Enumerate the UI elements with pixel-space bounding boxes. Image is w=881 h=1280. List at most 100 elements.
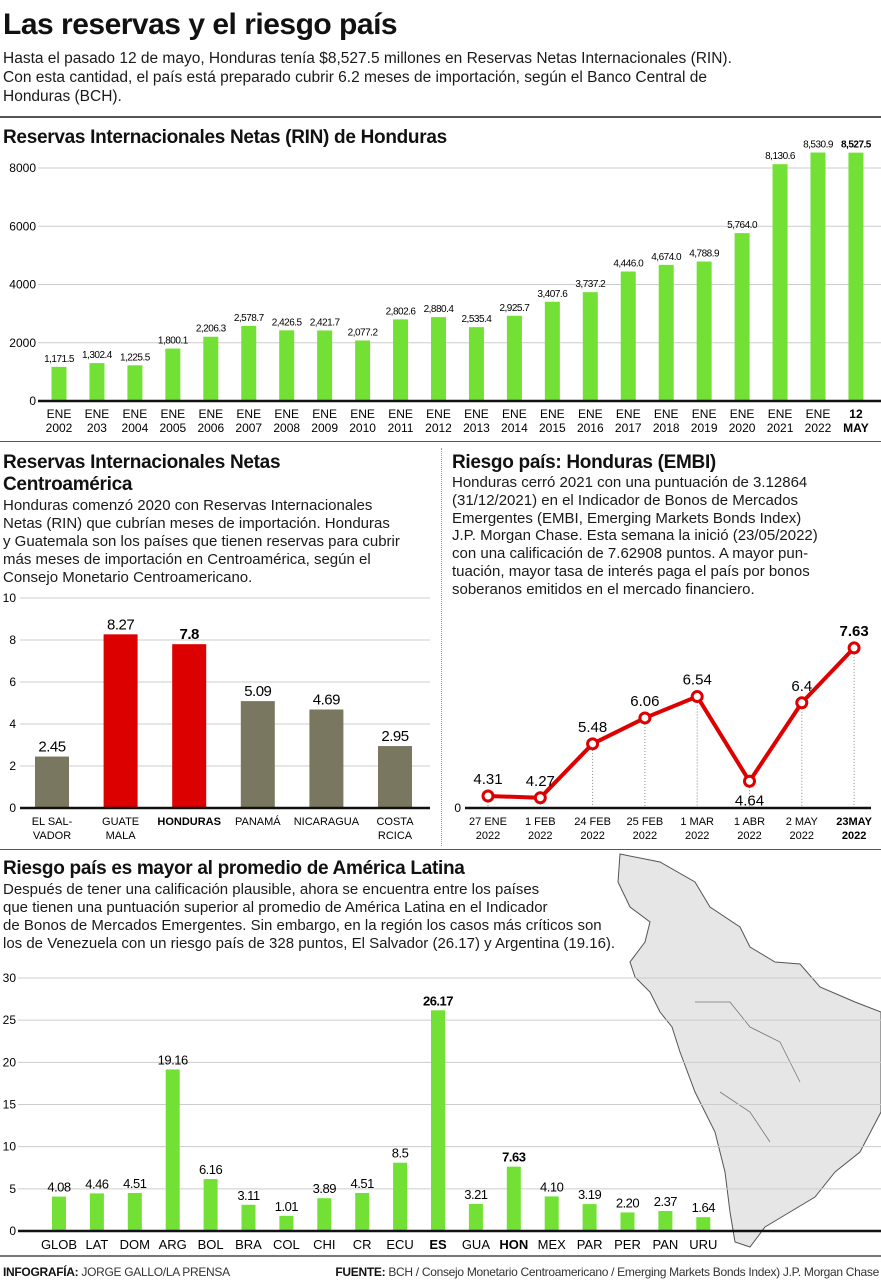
bar <box>620 1212 635 1231</box>
data-label: 3.21 <box>464 1187 488 1202</box>
lead-line: Honduras (BCH). <box>3 88 122 105</box>
bar <box>52 1196 66 1231</box>
data-label: 8,530.9 <box>803 140 834 151</box>
x-tick-label: GLOB <box>41 1237 77 1252</box>
divider-vertical <box>441 448 442 846</box>
y-tick-label: 0 <box>9 801 16 815</box>
x-tick-label: 2008 <box>273 421 300 435</box>
y-tick-label: 5 <box>9 1182 16 1196</box>
x-tick-label: GUATE <box>102 816 139 828</box>
bar <box>89 363 105 401</box>
data-label: 3,737.2 <box>575 279 606 290</box>
x-tick-label: ENE <box>85 407 110 421</box>
data-label: 19.16 <box>158 1052 188 1067</box>
data-point <box>795 696 809 710</box>
x-tick-label: 2022 <box>842 830 866 842</box>
x-tick-label: LAT <box>85 1237 108 1252</box>
bar <box>241 325 257 401</box>
y-tick-label: 10 <box>3 1140 17 1154</box>
ca-bar-chart: 0 2 4 6 8 10 2.45 EL SAL- VADOR 8.27 GUATE MALA 7.8 H… <box>3 591 430 842</box>
x-tick-label: ES <box>429 1237 447 1252</box>
lead-line: Hasta el pasado 12 de mayo, Honduras ten… <box>3 50 732 67</box>
text-line: los de Venezuela con un riesgo país de 3… <box>3 935 616 952</box>
x-tick-label: ENE <box>502 407 527 421</box>
bar <box>279 330 295 401</box>
rin-chart-title: Reservas Internacionales Netas (RIN) de … <box>3 127 447 148</box>
x-tick-label: DOM <box>120 1237 150 1252</box>
x-tick-label: ENE <box>350 407 375 421</box>
x-tick-label: 23MAY <box>836 816 872 828</box>
data-label: 1.01 <box>275 1199 299 1214</box>
y-tick-label: 0 <box>29 394 36 408</box>
x-tick-label: 2006 <box>197 421 224 435</box>
data-label: 2,421.7 <box>310 317 341 328</box>
bar <box>658 1211 673 1231</box>
bar <box>658 264 674 401</box>
x-tick-label: ENE <box>692 407 717 421</box>
bar <box>165 348 181 401</box>
page-title: Las reservas y el riesgo país <box>3 8 398 41</box>
bar <box>848 152 864 401</box>
bar <box>103 634 138 808</box>
x-tick-label: 1 ABR <box>734 816 765 828</box>
bar <box>203 336 219 401</box>
x-tick-label: ENE <box>274 407 299 421</box>
bar <box>89 1193 104 1231</box>
x-tick-label: EL SAL- <box>32 816 73 828</box>
data-point <box>586 737 600 751</box>
data-label: 7.8 <box>180 626 200 643</box>
text-line: que tienen una puntuación superior al pr… <box>3 899 548 916</box>
data-point <box>533 791 547 805</box>
x-tick-label: 24 FEB <box>574 816 611 828</box>
bar <box>309 709 344 808</box>
source: FUENTE: BCH / Consejo Monetario Centroam… <box>335 1265 879 1279</box>
bar <box>620 271 636 401</box>
data-label: 1,171.5 <box>44 354 75 365</box>
bar <box>506 1166 521 1231</box>
y-tick-label: 25 <box>3 1013 17 1027</box>
bar <box>696 261 712 401</box>
source-text: BCH / Consejo Monetario Centroamericano … <box>385 1265 879 1279</box>
x-tick-label: 2022 <box>476 830 500 842</box>
latam-text: Después de tener una calificación plausi… <box>3 881 615 953</box>
data-label: 4,446.0 <box>613 259 644 270</box>
data-label: 1,302.4 <box>82 350 113 361</box>
data-label: 6.54 <box>683 672 712 689</box>
credit-text: JORGE GALLO/LA PRENSA <box>78 1265 230 1279</box>
data-label: 6.16 <box>199 1162 223 1177</box>
text-line: y Guatemala son los países que tienen re… <box>3 533 400 550</box>
y-tick-label: 8000 <box>9 161 36 175</box>
x-tick-label: ENE <box>616 407 641 421</box>
x-tick-label: ARG <box>159 1237 187 1252</box>
data-label: 4.51 <box>123 1176 147 1191</box>
bar <box>35 756 69 808</box>
data-label: 4,788.9 <box>689 249 720 260</box>
data-label: 4.64 <box>735 792 764 809</box>
x-tick-label: NICARAGUA <box>294 816 360 828</box>
x-tick-label: 12 <box>849 407 863 421</box>
x-tick-label: 203 <box>87 421 107 435</box>
data-label: 1,225.5 <box>120 352 151 363</box>
x-tick-label: 2022 <box>685 830 709 842</box>
embi-chart-title: Riesgo país: Honduras (EMBI) <box>452 452 716 473</box>
data-point <box>847 641 861 655</box>
x-tick-label: 2011 <box>388 421 414 435</box>
bar <box>127 365 143 401</box>
x-tick-label: ECU <box>386 1237 413 1252</box>
x-tick-label: 2002 <box>46 421 73 435</box>
x-tick-label: 2007 <box>235 421 262 435</box>
x-tick-label: COSTA <box>376 816 414 828</box>
x-tick-label: 2014 <box>501 421 528 435</box>
rin-bar-chart: 020004000600080001,171.5ENE20021,302.4EN… <box>9 140 881 435</box>
embi-line-chart: 0 4.31 27 ENE 2022 4.27 1 FEB 2022 5.48 24 FEB 20… <box>454 623 872 842</box>
data-label: 1,800.1 <box>158 336 189 347</box>
data-label: 2.95 <box>381 728 408 745</box>
x-tick-label: ENE <box>578 407 603 421</box>
data-label: 7.63 <box>502 1150 526 1165</box>
text-line: más meses de importación en Centroaméric… <box>3 551 371 568</box>
x-tick-label: HON <box>499 1237 528 1252</box>
x-tick-label: 2009 <box>311 421 338 435</box>
x-tick-label: 2022 <box>737 830 761 842</box>
bar <box>810 152 826 401</box>
title-line: Reservas Internacionales Netas <box>3 452 281 473</box>
